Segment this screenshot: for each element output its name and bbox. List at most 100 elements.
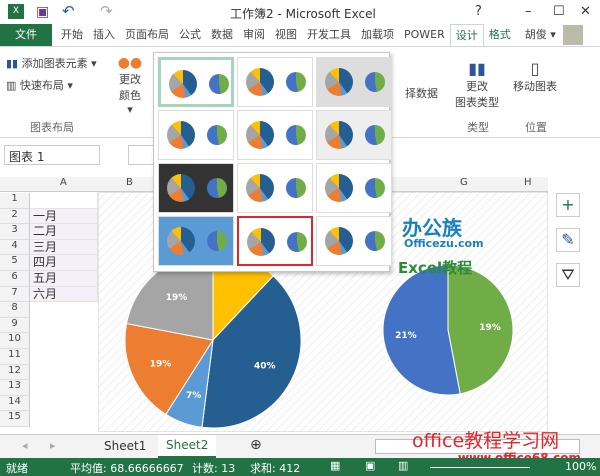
name-box[interactable]: 图表 1 bbox=[4, 145, 100, 165]
tab-addins[interactable]: 加载项 bbox=[361, 28, 394, 41]
row-header[interactable]: 14 bbox=[0, 395, 30, 412]
chart-element-icon: ▮▮ bbox=[6, 57, 22, 70]
tab-format[interactable]: 格式 bbox=[488, 28, 511, 41]
row-header[interactable]: 1 bbox=[0, 193, 30, 209]
chart-filter-icon[interactable]: ⛛ bbox=[556, 263, 580, 287]
row-header[interactable]: 15 bbox=[0, 411, 30, 427]
chart-style-5[interactable] bbox=[237, 110, 313, 160]
row-header[interactable]: 5 bbox=[0, 255, 30, 271]
thumb-pie-icon bbox=[207, 178, 227, 198]
row-header[interactable]: 10 bbox=[0, 333, 30, 349]
chart-style-3[interactable] bbox=[316, 57, 392, 107]
thumb-pie-icon bbox=[207, 125, 227, 145]
status-ready: 就绪 bbox=[6, 462, 28, 475]
row-header[interactable]: 8 bbox=[0, 302, 30, 318]
sheet-tab-sheet1[interactable]: Sheet1 bbox=[104, 439, 147, 453]
tab-insert[interactable]: 插入 bbox=[93, 28, 115, 41]
row-header[interactable]: 11 bbox=[0, 349, 30, 365]
cell-a3[interactable]: 二月 bbox=[30, 224, 98, 240]
data-label: 7% bbox=[186, 391, 201, 401]
sheet-prev-icon[interactable]: ◂ bbox=[22, 439, 28, 452]
tab-formulas[interactable]: 公式 bbox=[179, 28, 201, 41]
thumb-pie-icon bbox=[209, 74, 229, 94]
tab-home[interactable]: 开始 bbox=[61, 28, 83, 41]
row-header[interactable]: 4 bbox=[0, 239, 30, 256]
undo-icon[interactable]: ↶ bbox=[62, 2, 75, 20]
cell-a2[interactable]: 一月 bbox=[30, 208, 98, 225]
quick-layout-button[interactable]: ▥ 快速布局 ▾ bbox=[6, 79, 73, 92]
right-pie-slice[interactable] bbox=[447, 264, 514, 395]
tab-view[interactable]: 视图 bbox=[275, 28, 297, 41]
user-menu[interactable]: 胡俊 ▾ bbox=[524, 28, 556, 41]
add-chart-element-button[interactable]: ▮▮ 添加图表元素 ▾ bbox=[6, 57, 97, 70]
column-header-b[interactable]: B bbox=[126, 177, 133, 188]
row-header[interactable]: 12 bbox=[0, 364, 30, 381]
chart-elements-button[interactable]: + bbox=[556, 193, 580, 217]
chart-style-7[interactable] bbox=[158, 163, 234, 213]
change-chart-type-button[interactable]: ▮▮ 更改 图表类型 bbox=[452, 59, 502, 110]
left-pie-slice[interactable] bbox=[201, 275, 302, 429]
chart-style-6[interactable] bbox=[316, 110, 392, 160]
maximize-button[interactable]: ☐ bbox=[553, 4, 565, 19]
row-header[interactable]: 7 bbox=[0, 286, 30, 303]
horizontal-scrollbar[interactable] bbox=[375, 439, 580, 454]
help-button[interactable]: ? bbox=[475, 4, 482, 19]
page-layout-view-icon[interactable]: ▣ bbox=[365, 459, 376, 472]
chart-style-11[interactable] bbox=[237, 216, 313, 266]
data-label: 19% bbox=[479, 323, 501, 333]
data-label: 19% bbox=[150, 360, 172, 370]
chart-style-8[interactable] bbox=[237, 163, 313, 213]
tab-file[interactable]: 文件 bbox=[0, 24, 52, 46]
chart-style-10[interactable] bbox=[158, 216, 234, 266]
thumb-pie-icon bbox=[286, 125, 306, 145]
tab-design[interactable]: 设计 bbox=[449, 24, 484, 46]
tab-page-layout[interactable]: 页面布局 bbox=[125, 28, 169, 41]
normal-view-icon[interactable]: ▦ bbox=[330, 459, 341, 472]
chart-style-9[interactable] bbox=[316, 163, 392, 213]
add-sheet-icon[interactable]: ⊕ bbox=[250, 437, 262, 453]
cell-a5[interactable]: 四月 bbox=[30, 255, 98, 271]
row-header[interactable]: 6 bbox=[0, 271, 30, 287]
chart-styles-gallery bbox=[153, 52, 392, 272]
row-header[interactable]: 9 bbox=[0, 317, 30, 334]
column-header-a[interactable]: A bbox=[60, 177, 67, 188]
group-label-location: 位置 bbox=[525, 121, 547, 134]
tab-data[interactable]: 数据 bbox=[211, 28, 233, 41]
move-chart-button[interactable]: ▯ 移动图表 bbox=[510, 59, 560, 94]
cell-a4[interactable]: 三月 bbox=[30, 239, 98, 256]
sheet-tab-sheet2[interactable]: Sheet2 bbox=[158, 435, 217, 458]
save-icon[interactable]: ▣ bbox=[36, 4, 50, 20]
cell-a7[interactable]: 六月 bbox=[30, 286, 98, 303]
avatar[interactable] bbox=[562, 25, 583, 45]
page-break-view-icon[interactable]: ▥ bbox=[398, 459, 409, 472]
chart-style-2[interactable] bbox=[237, 57, 313, 107]
chart-styles-brush-icon[interactable]: ✎ bbox=[556, 228, 580, 252]
select-data-button[interactable]: 择数据 bbox=[405, 87, 438, 100]
change-colors-button[interactable]: ●● 更改 颜色 ▾ bbox=[115, 55, 145, 116]
tab-developer[interactable]: 开发工具 bbox=[307, 28, 351, 41]
cell-a6[interactable]: 五月 bbox=[30, 271, 98, 287]
chart-style-4[interactable] bbox=[158, 110, 234, 160]
right-pie-slice[interactable] bbox=[382, 264, 461, 396]
zoom-slider[interactable] bbox=[430, 467, 530, 468]
chart-style-12[interactable] bbox=[316, 216, 392, 266]
tab-review[interactable]: 审阅 bbox=[243, 28, 265, 41]
redo-icon[interactable]: ↷ bbox=[100, 2, 113, 20]
left-pie-slice[interactable] bbox=[124, 322, 214, 415]
row-header[interactable]: 3 bbox=[0, 224, 30, 240]
chart-style-1[interactable] bbox=[158, 57, 234, 107]
thumb-pie-icon bbox=[246, 121, 274, 149]
minimize-button[interactable]: – bbox=[525, 4, 532, 19]
tab-power[interactable]: POWER bbox=[404, 28, 445, 41]
sheet-next-icon[interactable]: ▸ bbox=[50, 439, 56, 452]
data-label: 21% bbox=[395, 331, 417, 341]
row-header[interactable]: 13 bbox=[0, 380, 30, 396]
zoom-level[interactable]: 100% bbox=[565, 460, 597, 473]
column-header-g[interactable]: G bbox=[460, 177, 468, 188]
column-header-h[interactable]: H bbox=[524, 177, 532, 188]
cell-a1[interactable] bbox=[30, 193, 98, 209]
thumb-pie-icon bbox=[167, 121, 195, 149]
row-header[interactable]: 2 bbox=[0, 208, 30, 225]
thumb-pie-icon bbox=[246, 68, 274, 96]
close-button[interactable]: ✕ bbox=[580, 4, 591, 19]
